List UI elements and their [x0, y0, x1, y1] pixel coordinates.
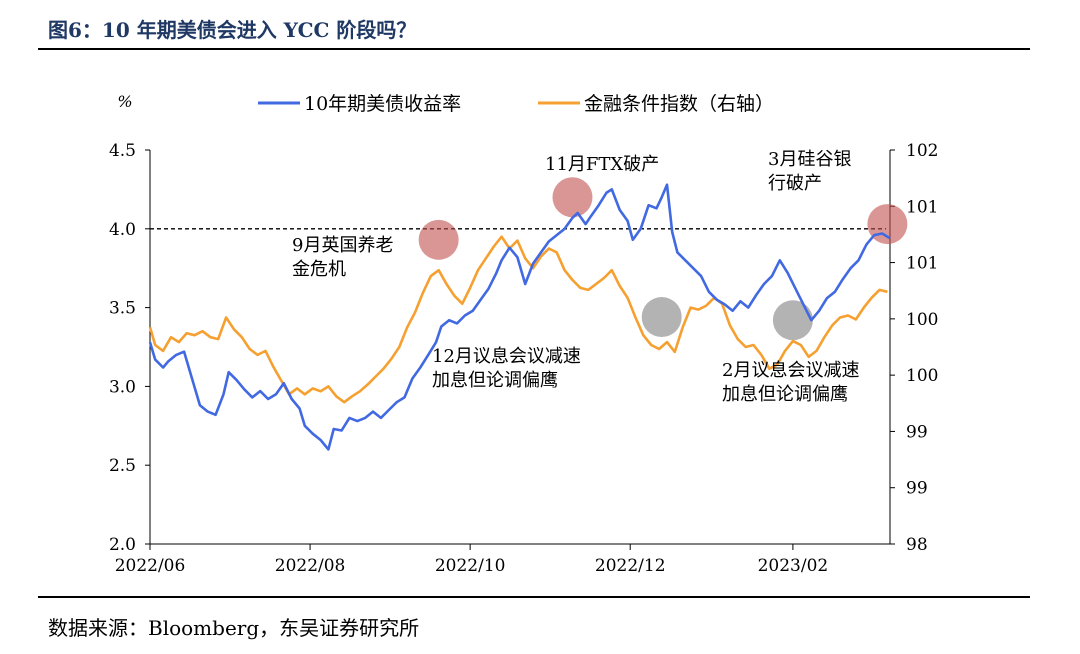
event-circle-red	[552, 177, 593, 218]
annotation-label: 行破产	[768, 173, 822, 194]
x-tick-label: 2023/02	[758, 556, 829, 576]
right-tick-label: 99	[906, 479, 928, 499]
event-circle-red	[418, 219, 459, 260]
annotation-label: 加息但论调偏鹰	[432, 370, 558, 391]
right-tick-label: 98	[906, 535, 928, 555]
left-axis-unit: %	[117, 92, 132, 111]
figure-title: 图6：10 年期美债会进入 YCC 阶段吗？	[48, 18, 417, 42]
left-tick-label: 2.0	[109, 535, 136, 555]
annotation-label: 2月议息会议减速	[722, 360, 859, 381]
legend: 10年期美债收益率 金融条件指数（右轴）	[258, 93, 774, 115]
event-circle-gray	[641, 297, 682, 338]
right-tick-label: 101	[906, 197, 938, 217]
left-tick-label: 2.5	[109, 456, 136, 476]
event-circles	[418, 177, 908, 341]
event-circle-gray	[772, 300, 813, 341]
annotation-label: 11月FTX破产	[545, 154, 659, 175]
legend-label-yield: 10年期美债收益率	[304, 93, 461, 115]
series-lines	[148, 183, 891, 451]
x-tick-label: 2022/12	[595, 556, 666, 576]
annotation-label: 金危机	[292, 259, 346, 280]
bottom-rule	[38, 596, 1030, 598]
yield-series-line	[148, 183, 891, 451]
right-tick-label: 101	[906, 254, 938, 274]
left-tick-label: 3.5	[109, 299, 136, 319]
left-tick-label: 4.0	[109, 220, 136, 240]
left-tick-label: 4.5	[109, 141, 136, 161]
top-rule	[38, 48, 1030, 50]
right-tick-label: 100	[906, 366, 938, 386]
x-tick-label: 2022/10	[435, 556, 506, 576]
right-tick-label: 99	[906, 422, 928, 442]
annotation-label: 12月议息会议减速	[432, 346, 581, 367]
source-note: 数据来源：Bloomberg，东吴证券研究所	[48, 616, 420, 640]
axes: 2.0 2.5 3.0 3.5 4.0 4.5% 98 99 99 100 100 101 101 102…	[109, 92, 939, 576]
legend-label-fci: 金融条件指数（右轴）	[584, 93, 774, 115]
annotation-label: 加息但论调偏鹰	[722, 384, 848, 405]
left-tick-label: 3.0	[109, 377, 136, 397]
fci-series-line	[148, 235, 888, 404]
right-tick-label: 100	[906, 310, 938, 330]
annotation-label: 9月英国养老	[292, 235, 393, 256]
annotation-label: 3月硅谷银	[768, 149, 851, 170]
x-tick-label: 2022/08	[275, 556, 346, 576]
x-tick-label: 2022/06	[115, 556, 186, 576]
right-tick-label: 102	[906, 141, 938, 161]
